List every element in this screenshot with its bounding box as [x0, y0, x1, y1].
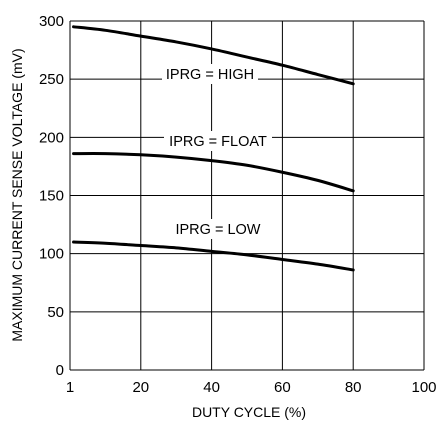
series-label: IPRG = LOW [175, 222, 260, 238]
x-tick-label: 20 [132, 379, 149, 396]
series-label-background [164, 131, 272, 151]
series-lines [72, 25, 355, 272]
series-line [72, 240, 355, 272]
x-tick-label: 40 [203, 379, 220, 396]
x-tick-label: 100 [411, 379, 436, 396]
x-tick-label: 1 [66, 379, 74, 396]
y-tick-label: 250 [39, 71, 64, 88]
tick-labels: 1 20 40 60 80 100 0 50 100 150 200 250 300 [39, 13, 436, 396]
series-labels: IPRG = HIGH IPRG = FLOAT IPRG = LOW [162, 64, 272, 239]
y-tick-label: 300 [39, 13, 64, 30]
x-tick-label: 60 [274, 379, 291, 396]
series-line [72, 152, 355, 193]
x-axis-title: DUTY CYCLE (%) [192, 404, 306, 420]
x-tick-label: 80 [345, 379, 362, 396]
series-line [72, 25, 355, 86]
series-label-background [171, 219, 265, 239]
y-tick-label: 0 [56, 362, 64, 379]
y-tick-label: 150 [39, 188, 64, 205]
series-label-background [162, 64, 258, 84]
y-axis-title: MAXIMUM CURRENT SENSE VOLTAGE (mV) [9, 48, 25, 341]
y-tick-label: 50 [47, 304, 64, 321]
series-label: IPRG = FLOAT [169, 134, 267, 150]
y-tick-label: 100 [39, 246, 64, 263]
y-tick-label: 200 [39, 129, 64, 146]
series-label: IPRG = HIGH [166, 67, 254, 83]
